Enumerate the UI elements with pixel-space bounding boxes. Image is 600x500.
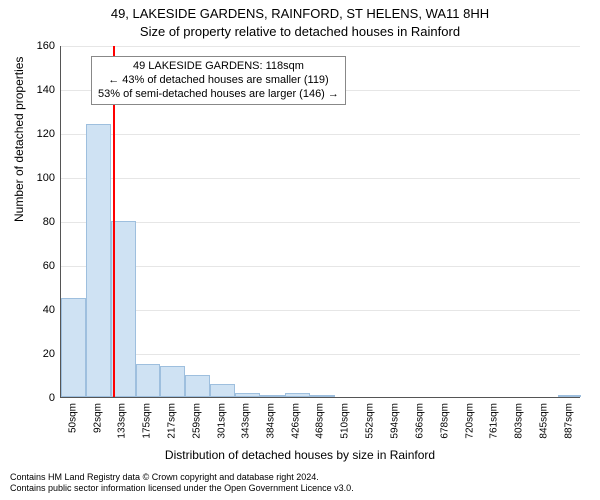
x-tick-label: 133sqm: [117, 403, 128, 439]
gridline: [61, 266, 580, 267]
x-tick-label: 678sqm: [439, 403, 450, 439]
gridline: [61, 134, 580, 135]
x-tick-label: 720sqm: [464, 403, 475, 439]
histogram-bar: [558, 395, 581, 397]
x-tick-label: 761sqm: [488, 403, 499, 439]
x-tick-label: 50sqm: [67, 403, 78, 433]
title-line-1: 49, LAKESIDE GARDENS, RAINFORD, ST HELEN…: [0, 6, 600, 21]
annotation-line-2: ← 43% of detached houses are smaller (11…: [98, 74, 339, 88]
histogram-bar: [61, 298, 86, 397]
x-tick-label: 510sqm: [340, 403, 351, 439]
x-tick-label: 594sqm: [390, 403, 401, 439]
x-tick-label: 92sqm: [92, 403, 103, 433]
y-tick-label: 160: [37, 40, 55, 52]
y-tick-label: 80: [43, 216, 55, 228]
y-tick-label: 120: [37, 128, 55, 140]
histogram-bar: [235, 393, 260, 397]
plot-area: 02040608010012014016050sqm92sqm133sqm175…: [60, 46, 580, 398]
footer-attribution: Contains HM Land Registry data © Crown c…: [10, 472, 354, 494]
footer-line-2: Contains public sector information licen…: [10, 483, 354, 494]
gridline: [61, 310, 580, 311]
x-tick-label: 259sqm: [191, 403, 202, 439]
histogram-bar: [160, 366, 185, 397]
x-tick-label: 384sqm: [265, 403, 276, 439]
x-axis-label: Distribution of detached houses by size …: [0, 448, 600, 462]
annotation-line-3: 53% of semi-detached houses are larger (…: [98, 88, 339, 102]
annotation-line-1: 49 LAKESIDE GARDENS: 118sqm: [98, 60, 339, 74]
chart-container: 49, LAKESIDE GARDENS, RAINFORD, ST HELEN…: [0, 0, 600, 500]
histogram-bar: [86, 124, 111, 397]
gridline: [61, 178, 580, 179]
histogram-bar: [185, 375, 210, 397]
x-tick-label: 175sqm: [141, 403, 152, 439]
y-tick-label: 140: [37, 84, 55, 96]
gridline: [61, 354, 580, 355]
x-tick-label: 301sqm: [216, 403, 227, 439]
x-tick-label: 217sqm: [166, 403, 177, 439]
y-tick-label: 100: [37, 172, 55, 184]
histogram-bar: [260, 395, 285, 397]
x-tick-label: 887sqm: [563, 403, 574, 439]
title-line-2: Size of property relative to detached ho…: [0, 24, 600, 39]
gridline: [61, 46, 580, 47]
x-tick-label: 552sqm: [365, 403, 376, 439]
y-tick-label: 60: [43, 260, 55, 272]
x-tick-label: 636sqm: [414, 403, 425, 439]
y-axis-label: Number of detached properties: [12, 57, 26, 222]
footer-line-1: Contains HM Land Registry data © Crown c…: [10, 472, 354, 483]
x-tick-label: 803sqm: [513, 403, 524, 439]
y-tick-label: 0: [49, 392, 55, 404]
histogram-bar: [210, 384, 235, 397]
x-tick-label: 343sqm: [241, 403, 252, 439]
histogram-bar: [285, 393, 310, 397]
x-tick-label: 845sqm: [538, 403, 549, 439]
y-tick-label: 20: [43, 348, 55, 360]
annotation-box: 49 LAKESIDE GARDENS: 118sqm← 43% of deta…: [91, 56, 346, 105]
x-tick-label: 426sqm: [290, 403, 301, 439]
histogram-bar: [136, 364, 161, 397]
gridline: [61, 222, 580, 223]
x-tick-label: 468sqm: [315, 403, 326, 439]
y-tick-label: 40: [43, 304, 55, 316]
histogram-bar: [310, 395, 335, 397]
